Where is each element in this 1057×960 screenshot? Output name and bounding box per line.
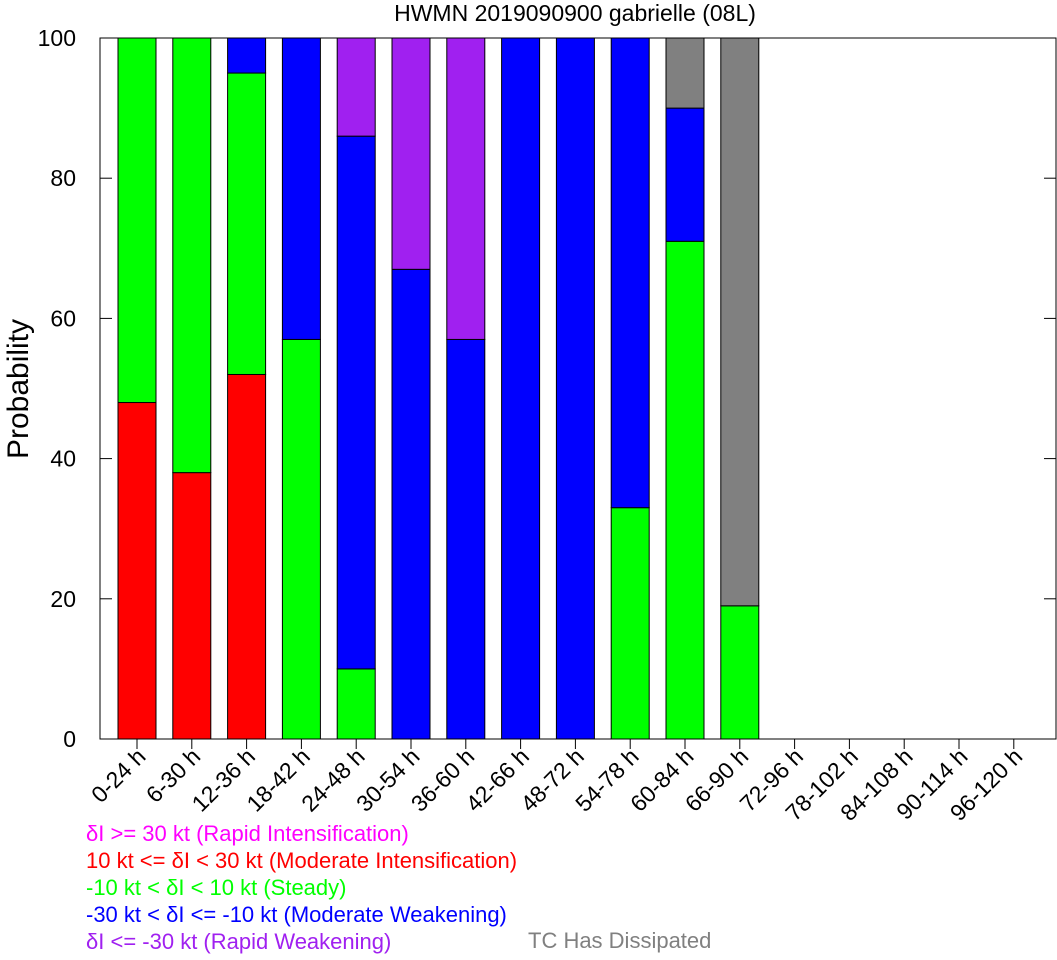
bar-segment xyxy=(446,37,486,340)
bar-segment xyxy=(665,107,705,242)
bar-segment xyxy=(281,37,321,340)
y-tick-label: 20 xyxy=(50,586,76,612)
bar-segment xyxy=(227,373,267,740)
bar-stack-group xyxy=(117,37,760,740)
y-axis-label: Probability xyxy=(2,319,35,459)
legend: δI >= 30 kt (Rapid Intensification) 10 k… xyxy=(86,820,517,955)
legend-moderate-weakening: -30 kt < δI <= -10 kt (Moderate Weakenin… xyxy=(86,902,507,927)
bar-segment xyxy=(172,37,212,474)
legend-steady: -10 kt < δI < 10 kt (Steady) xyxy=(86,875,347,900)
bar-segment xyxy=(610,37,650,509)
bar-segment xyxy=(501,37,541,740)
legend-moderate-intensification: 10 kt <= δI < 30 kt (Moderate Intensific… xyxy=(86,848,518,873)
bar-segment xyxy=(391,268,431,740)
bar-segment xyxy=(391,37,431,270)
x-tick-label: 0-24 h xyxy=(86,743,151,808)
y-tick-label: 100 xyxy=(38,25,76,51)
bar-segment xyxy=(446,338,486,740)
legend-rapid-intensification: δI >= 30 kt (Rapid Intensification) xyxy=(86,821,409,846)
chart-title: HWMN 2019090900 gabrielle (08L) xyxy=(394,0,756,26)
bar-segment xyxy=(336,668,376,740)
bar-segment xyxy=(720,605,760,740)
x-axis: 0-24 h6-30 h12-36 h18-42 h24-48 h30-54 h… xyxy=(86,739,1027,826)
bar-segment xyxy=(555,37,595,740)
bar-segment xyxy=(336,37,376,137)
legend-rapid-weakening: δI <= -30 kt (Rapid Weakening) xyxy=(86,929,392,954)
bar-segment xyxy=(610,507,650,740)
legend-tc-dissipated: TC Has Dissipated xyxy=(528,928,712,953)
y-axis: 0 20 40 60 80 100 xyxy=(38,25,1056,752)
bar-segment xyxy=(665,240,705,740)
y-tick-label: 80 xyxy=(50,165,76,191)
bar-segment xyxy=(227,72,267,375)
plot-frame xyxy=(99,37,1057,740)
bar-segment xyxy=(117,402,157,740)
bar-segment xyxy=(117,37,157,404)
bar-segment xyxy=(227,37,267,74)
bar-segment xyxy=(665,37,705,109)
bar-segment xyxy=(336,135,376,670)
y-tick-label: 60 xyxy=(50,305,76,331)
y-tick-label: 0 xyxy=(63,726,76,752)
bar-segment xyxy=(720,37,760,607)
bar-segment xyxy=(172,472,212,740)
bar-segment xyxy=(281,338,321,740)
y-tick-label: 40 xyxy=(50,446,76,472)
